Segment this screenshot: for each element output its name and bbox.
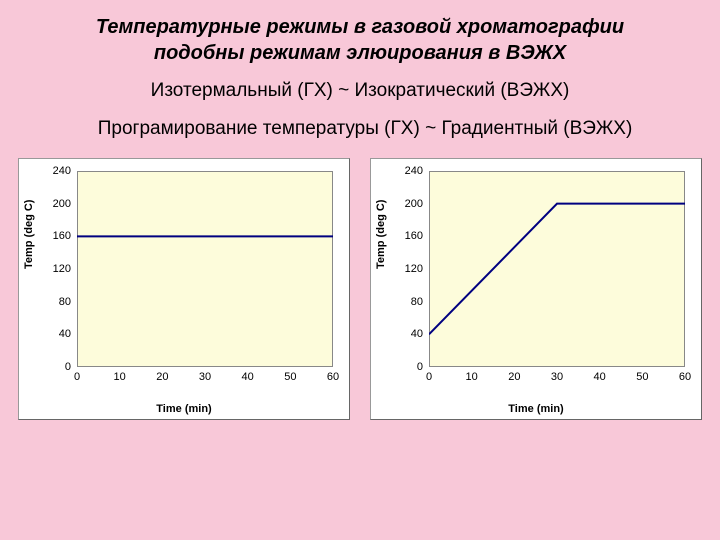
x-tick: 60 <box>679 371 691 383</box>
chart-gradient: Temp (deg C) Time (min) 0408012016020024… <box>370 158 702 420</box>
x-tick: 50 <box>636 371 648 383</box>
y-axis-label-left: Temp (deg C) <box>23 200 35 269</box>
y-tick: 40 <box>393 328 423 340</box>
title-line1: Температурные режимы в газовой хроматогр… <box>96 16 624 38</box>
x-axis-label-left: Time (min) <box>19 403 349 415</box>
subtitle-2: Програмирование температуры (ГХ) ~ Гради… <box>18 118 702 140</box>
title-line2: подобны режимам элюирования в ВЭЖХ <box>154 42 566 64</box>
y-tick: 240 <box>393 165 423 177</box>
y-tick: 80 <box>393 296 423 308</box>
y-tick: 80 <box>41 296 71 308</box>
y-tick: 160 <box>41 230 71 242</box>
y-tick: 120 <box>393 263 423 275</box>
x-tick: 10 <box>466 371 478 383</box>
y-tick: 200 <box>41 198 71 210</box>
x-tick: 0 <box>426 371 432 383</box>
x-tick: 40 <box>242 371 254 383</box>
chart-line-left <box>77 171 333 367</box>
main-title: Температурные режимы в газовой хроматогр… <box>18 14 702 66</box>
x-tick: 40 <box>594 371 606 383</box>
x-tick: 10 <box>114 371 126 383</box>
x-axis-label-right: Time (min) <box>371 403 701 415</box>
x-tick: 0 <box>74 371 80 383</box>
y-tick: 200 <box>393 198 423 210</box>
charts-row: Temp (deg C) Time (min) 0408012016020024… <box>18 158 702 420</box>
subtitle-1: Изотермальный (ГХ) ~ Изократический (ВЭЖ… <box>18 80 702 102</box>
y-tick: 0 <box>41 361 71 373</box>
chart-line-right <box>429 171 685 367</box>
y-tick: 160 <box>393 230 423 242</box>
y-tick: 240 <box>41 165 71 177</box>
x-tick: 20 <box>508 371 520 383</box>
y-tick: 0 <box>393 361 423 373</box>
x-tick: 20 <box>156 371 168 383</box>
y-axis-label-right: Temp (deg C) <box>375 200 387 269</box>
y-tick: 120 <box>41 263 71 275</box>
x-tick: 30 <box>551 371 563 383</box>
y-tick: 40 <box>41 328 71 340</box>
x-tick: 60 <box>327 371 339 383</box>
chart-isothermal: Temp (deg C) Time (min) 0408012016020024… <box>18 158 350 420</box>
x-tick: 30 <box>199 371 211 383</box>
x-tick: 50 <box>284 371 296 383</box>
